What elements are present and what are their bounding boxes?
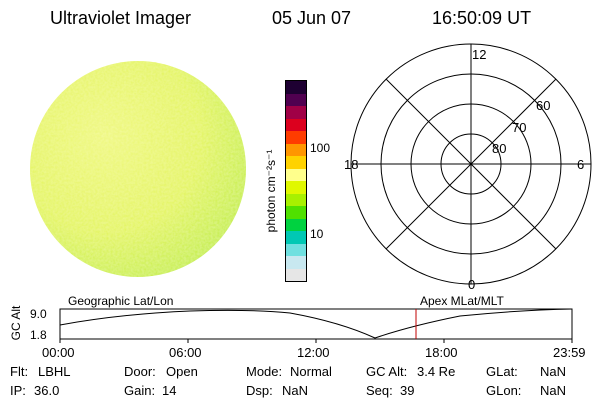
colorbar-segment [286, 231, 306, 244]
colorbar-segment [286, 106, 306, 119]
colorbar-segment [286, 218, 306, 231]
colorbar-segment [286, 256, 306, 269]
flt-label: Flt: [10, 364, 29, 379]
polar-label-18: 18 [344, 157, 358, 172]
colorbar-segment [286, 243, 306, 256]
mode-label: Mode: [246, 364, 283, 379]
ip-label: IP: [10, 383, 26, 398]
polar-lat-80: 80 [492, 141, 506, 156]
dsp-label: Dsp: [246, 383, 273, 398]
polar-lat-70: 70 [512, 120, 526, 135]
polar-label-6: 6 [577, 157, 584, 172]
flt-value: LBHL [38, 364, 71, 379]
time-tick-1200: 12:00 [297, 345, 330, 360]
door-label: Door: [124, 364, 156, 379]
colorbar-segment [286, 131, 306, 144]
colorbar [285, 80, 307, 282]
polar-label-12: 12 [472, 47, 486, 62]
gain-value: 14 [162, 383, 177, 398]
colorbar-segment [286, 143, 306, 156]
instrument-title: Ultraviolet Imager [50, 8, 192, 28]
time-label: 16:50:09 UT [432, 8, 532, 28]
door-value: Open [166, 364, 198, 379]
colorbar-segment [286, 156, 306, 169]
altitude-right-title: Apex MLat/MLT [420, 294, 504, 308]
glon-label: GLon: [486, 383, 522, 398]
glat-value: NaN [540, 364, 567, 379]
glat-label: GLat: [486, 364, 518, 379]
earth-disk-image [30, 61, 246, 277]
altitude-ytick-bottom: 1.8 [30, 328, 47, 342]
colorbar-segment [286, 168, 306, 181]
colorbar-segment [286, 181, 306, 194]
glon-value: NaN [540, 383, 567, 398]
seq-label: Seq: [366, 383, 393, 398]
gcalt-label: GC Alt: [366, 364, 408, 379]
colorbar-segment [286, 93, 306, 106]
colorbar-segment [286, 206, 306, 219]
time-tick-1800: 18:00 [425, 345, 458, 360]
gcalt-value: 3.4 Re [417, 364, 456, 379]
seq-value: 39 [400, 383, 415, 398]
ip-value: 36.0 [34, 383, 60, 398]
time-tick-2359: 23:59 [553, 345, 586, 360]
altitude-ytick-top: 9.0 [30, 307, 47, 321]
colorbar-tick-100: 100 [310, 141, 331, 155]
altitude-left-title: Geographic Lat/Lon [68, 294, 174, 308]
polar-lat-60: 60 [536, 98, 550, 113]
colorbar-segment [286, 81, 306, 94]
polar-label-0: 0 [468, 277, 475, 292]
time-tick-0000: 00:00 [42, 345, 75, 360]
date-label: 05 Jun 07 [272, 8, 352, 28]
colorbar-tick-10: 10 [310, 227, 324, 241]
gain-label: Gain: [124, 383, 156, 398]
mode-value: Normal [290, 364, 332, 379]
colorbar-segment [286, 118, 306, 131]
colorbar-segment [286, 193, 306, 206]
altitude-curve [59, 308, 573, 339]
altitude-frame [59, 308, 573, 340]
dsp-value: NaN [282, 383, 309, 398]
time-tick-0600: 06:00 [169, 345, 202, 360]
colorbar-segment [286, 268, 306, 281]
polar-diagonal-2 [385, 78, 557, 250]
